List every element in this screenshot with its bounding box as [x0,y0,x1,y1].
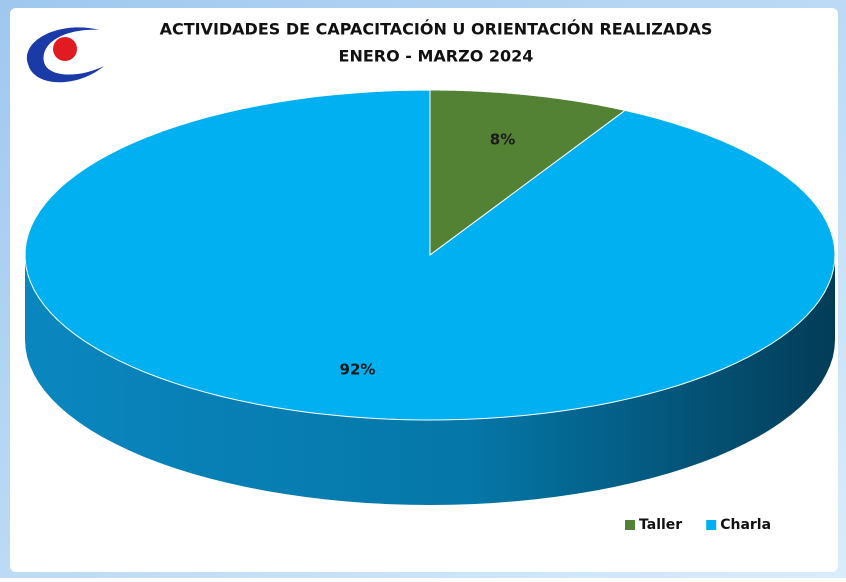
data-label: 92% [340,361,376,379]
legend-label: Charla [720,517,771,533]
data-label: 8% [490,130,515,148]
slice [429,89,627,256]
chart-subtitle: ENERO - MARZO 2024 [339,47,534,66]
legend-label: Taller [639,517,682,533]
legend-swatch [706,520,717,530]
slice [24,89,836,421]
slice-side [25,255,835,505]
legend-swatch [625,520,635,530]
chart-title: ACTIVIDADES DE CAPACITACIÓN U ORIENTACIÓ… [160,20,713,39]
logo [26,27,105,83]
